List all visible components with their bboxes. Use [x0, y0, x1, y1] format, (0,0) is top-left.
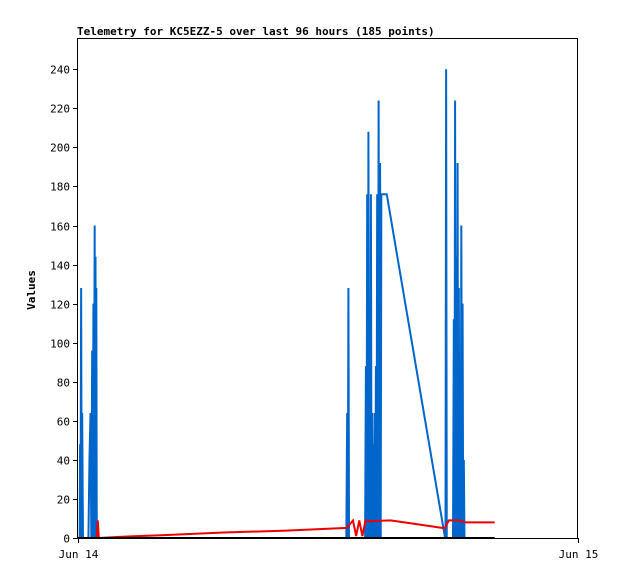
y-axis-label: Values — [25, 270, 38, 310]
y-tick-label: 100 — [50, 338, 70, 351]
series-line-2 — [95, 518, 495, 540]
series-layer — [78, 69, 495, 540]
y-tick-label: 140 — [50, 260, 70, 273]
y-tick-label: 40 — [57, 455, 70, 468]
plot-frame — [77, 38, 578, 539]
y-tick-label: 20 — [57, 494, 70, 507]
y-tick-label: 0 — [63, 533, 70, 546]
x-axis: Jun 14 Jun 15 — [59, 538, 599, 561]
y-tick-label: 160 — [50, 221, 70, 234]
y-tick-label: 200 — [50, 142, 70, 155]
y-tick-label: 60 — [57, 416, 70, 429]
x-tick-label: Jun 14 — [59, 548, 99, 561]
y-tick-label: 80 — [57, 377, 70, 390]
y-tick-label: 240 — [50, 64, 70, 77]
y-tick-label: 120 — [50, 299, 70, 312]
y-tick-label: 180 — [50, 181, 70, 194]
y-tick-label: 220 — [50, 103, 70, 116]
chart-title: Telemetry for KC5EZZ-5 over last 96 hour… — [77, 25, 435, 38]
x-tick-label: Jun 15 — [559, 548, 599, 561]
y-axis: 0 20 40 60 80 100 120 140 160 180 200 220 240 — [50, 64, 78, 546]
